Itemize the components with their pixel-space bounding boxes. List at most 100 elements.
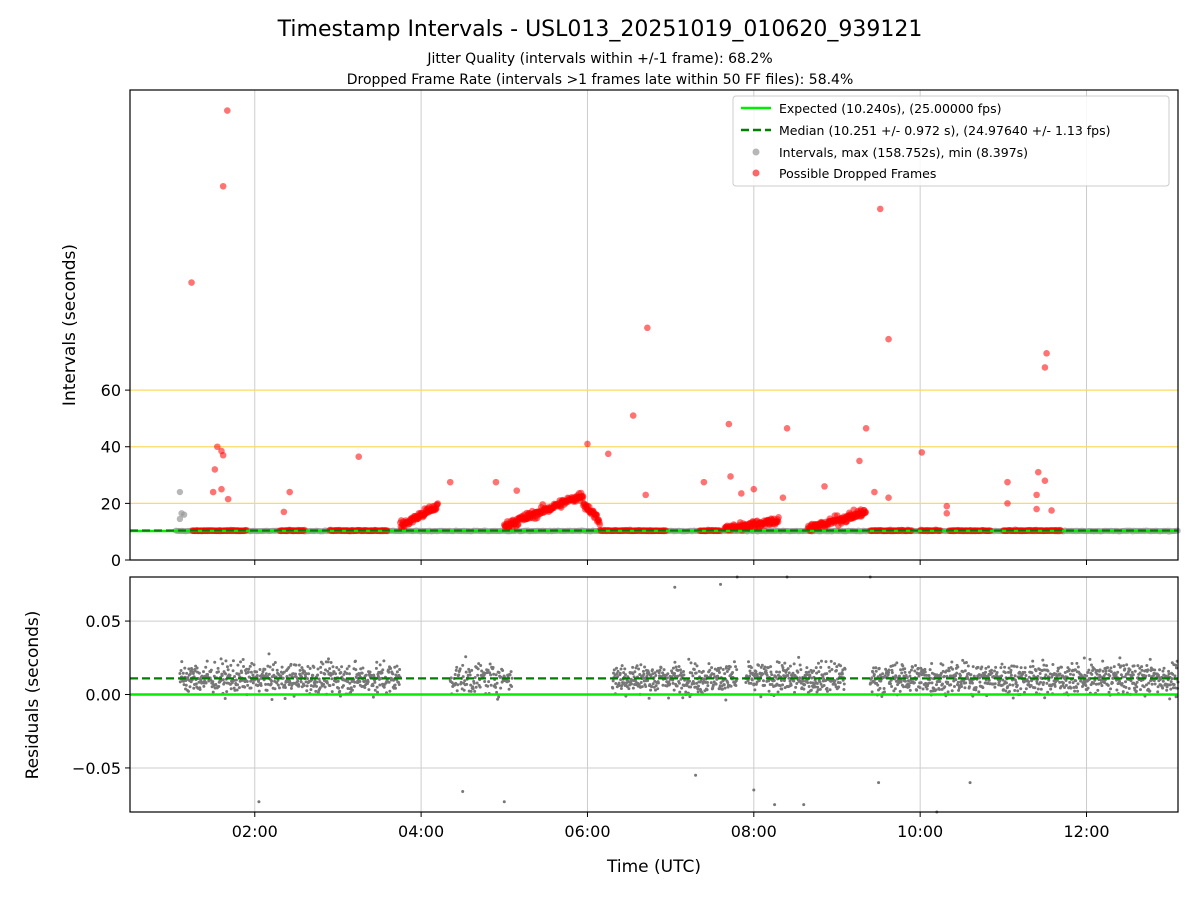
residual-point — [335, 665, 339, 669]
residual-point — [726, 681, 730, 685]
residual-point — [682, 669, 686, 673]
residual-point — [719, 666, 723, 670]
residual-point — [1006, 685, 1010, 689]
residual-point — [752, 682, 756, 686]
residual-point — [732, 660, 736, 664]
residual-point — [221, 662, 225, 666]
residual-point — [1132, 664, 1136, 668]
residual-point — [927, 681, 931, 685]
residual-point — [692, 667, 696, 671]
residual-point — [352, 684, 356, 688]
residual-point — [825, 689, 829, 693]
residual-point — [1088, 657, 1092, 661]
residual-point — [665, 680, 669, 684]
bottom-x-tick: 10:00 — [897, 812, 943, 841]
bottom-x-tick: 04:00 — [398, 812, 444, 841]
residual-point — [328, 684, 332, 688]
residual-point — [748, 669, 752, 673]
residual-point — [458, 667, 462, 671]
residual-point — [812, 669, 816, 673]
residual-point — [627, 687, 631, 691]
residual-point — [1109, 666, 1113, 670]
residual-point — [950, 689, 954, 693]
residual-point — [880, 695, 884, 699]
residual-point — [497, 671, 501, 675]
residual-point — [902, 674, 906, 678]
residual-point — [829, 659, 833, 663]
residual-point — [382, 685, 386, 689]
residual-point — [332, 670, 336, 674]
x-axis-label: Time (UTC) — [606, 857, 701, 877]
residual-point — [915, 688, 919, 692]
residual-point — [957, 686, 961, 690]
residual-point — [974, 688, 978, 692]
residual-point — [1033, 686, 1037, 690]
residual-point — [793, 690, 797, 694]
residual-point — [1110, 681, 1114, 685]
residual-point — [349, 686, 353, 690]
residual-point — [345, 667, 349, 671]
residual-point — [480, 669, 484, 673]
residual-point — [1085, 674, 1089, 678]
residual-point — [1138, 688, 1142, 692]
residual-point — [1124, 685, 1128, 689]
residual-point — [927, 673, 931, 677]
residual-point — [622, 681, 626, 685]
residual-point — [876, 683, 880, 687]
residual-point — [1072, 686, 1076, 690]
residual-point — [1068, 680, 1072, 684]
residual-point — [957, 684, 961, 688]
residual-point — [958, 674, 962, 678]
residual-point — [671, 666, 675, 670]
dropped-frame-point — [750, 485, 758, 493]
residual-point — [748, 674, 752, 678]
residual-point — [331, 683, 335, 687]
residual-point — [792, 679, 796, 683]
residual-point — [510, 676, 514, 680]
residual-point — [954, 674, 958, 678]
residual-point — [180, 660, 184, 664]
residual-point — [942, 674, 946, 678]
residual-point — [725, 669, 729, 673]
dropped-frame-point — [434, 500, 442, 507]
residual-point — [611, 679, 615, 683]
bottom-y-tick: −0.05 — [72, 759, 130, 778]
residual-point — [764, 669, 768, 673]
residual-point — [665, 676, 669, 680]
residual-point — [728, 665, 732, 669]
legend-dropped-label: Possible Dropped Frames — [779, 166, 936, 181]
residual-point — [674, 665, 678, 669]
residual-point — [1101, 669, 1105, 673]
residual-point — [882, 687, 886, 691]
residual-point — [1096, 688, 1100, 692]
residual-point — [870, 690, 874, 694]
residual-point — [907, 683, 911, 687]
residual-point — [903, 670, 907, 674]
residual-point — [657, 671, 661, 675]
residual-point — [359, 667, 363, 671]
residual-point — [666, 672, 670, 676]
residual-point — [752, 674, 756, 678]
residual-point — [485, 671, 489, 675]
residual-point — [1125, 663, 1129, 667]
residual-point — [305, 689, 309, 693]
dropped-frame-point — [1041, 477, 1049, 485]
residual-point — [353, 680, 357, 684]
bottom-y-tick-label: 0.00 — [85, 686, 121, 705]
residual-point — [491, 665, 495, 669]
residual-point — [1165, 685, 1169, 689]
residual-point — [288, 681, 292, 685]
residual-point — [463, 679, 467, 683]
residual-point — [908, 670, 912, 674]
dropped-frame-point — [943, 509, 951, 517]
residual-point — [263, 667, 267, 671]
residual-point — [453, 673, 457, 677]
residual-point — [197, 671, 201, 675]
residual-point — [788, 679, 792, 683]
residual-point — [656, 681, 660, 685]
residual-point — [694, 685, 698, 689]
residual-point — [1060, 665, 1064, 669]
dropped-frame-point — [579, 493, 587, 500]
residual-point — [225, 665, 229, 669]
residual-point — [805, 666, 809, 670]
